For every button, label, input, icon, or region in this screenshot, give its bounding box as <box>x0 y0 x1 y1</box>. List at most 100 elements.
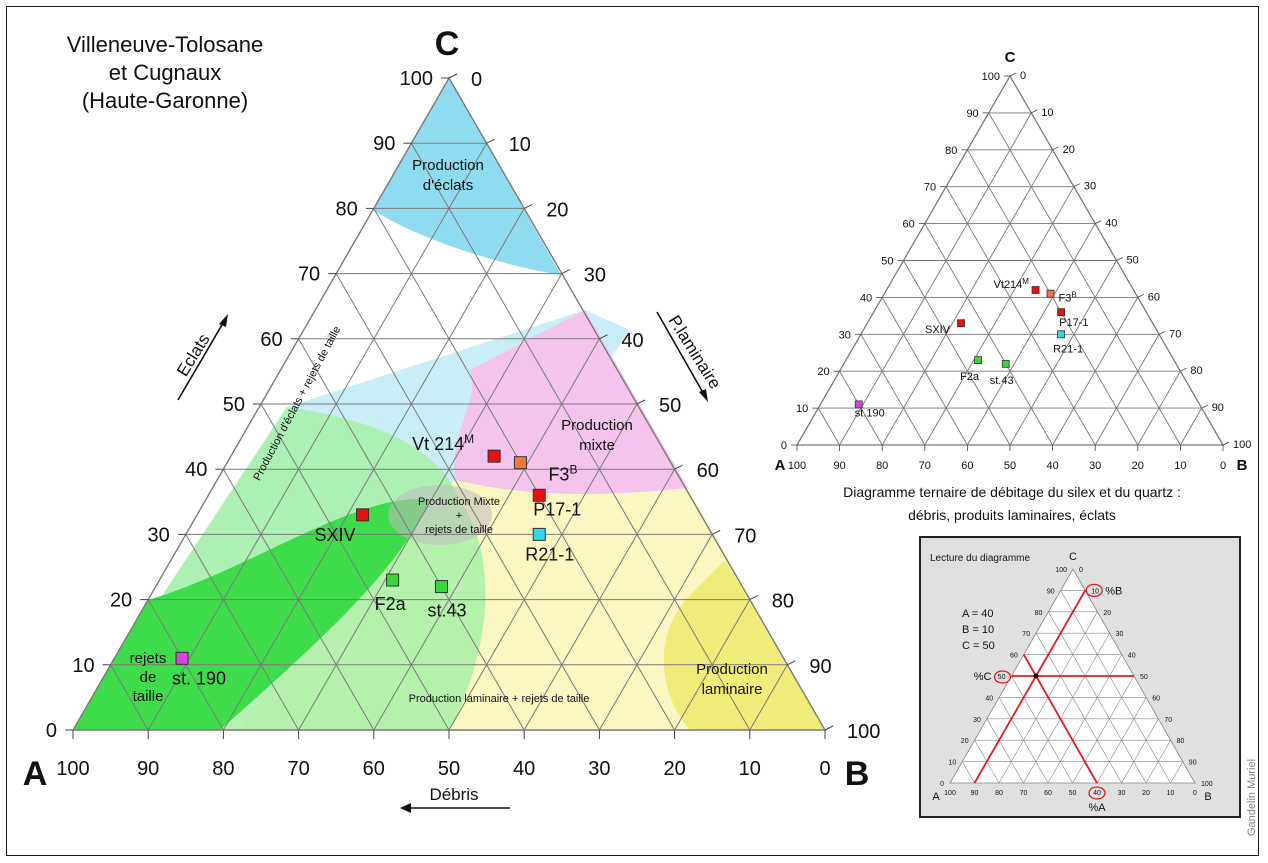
small-tick-right: 70 <box>1169 328 1181 340</box>
small-caption-line: débris, produits laminaires, éclats <box>908 507 1116 523</box>
reading-line-b <box>973 589 1086 784</box>
reading-tick-left: 80 <box>1035 610 1043 617</box>
point-label: Vt 214M <box>412 432 474 454</box>
small-tick-right: 100 <box>1233 439 1251 451</box>
tick-right: 80 <box>772 591 794 613</box>
reading-tick-left: 40 <box>985 695 993 702</box>
small-caption-line: Diagramme ternaire de débitage du silex … <box>843 484 1181 500</box>
reading-pct-a: %A <box>1088 802 1106 814</box>
small-tick-right: 50 <box>1127 255 1139 267</box>
tick-mark <box>636 399 646 405</box>
tick-left: 40 <box>185 459 207 481</box>
small-tick-right: 80 <box>1190 365 1202 377</box>
zone-label-rejets-line: rejets <box>130 650 167 667</box>
zone-mixte-rejets-overlap <box>388 485 492 545</box>
small-tick-right: 60 <box>1148 291 1160 303</box>
zone-label-rejets-line: de <box>140 669 157 686</box>
small-tick-bottom: 90 <box>833 460 845 472</box>
tick-bottom: 80 <box>212 758 234 780</box>
vertex-b: B <box>845 755 870 793</box>
tick-right: 40 <box>621 330 643 352</box>
point-label: F2a <box>375 594 407 614</box>
zone-label-eclats-line: d'éclats <box>423 177 473 194</box>
tick-left: 90 <box>373 133 395 155</box>
arrow-laminaire <box>656 311 707 399</box>
tick-mark <box>448 73 458 79</box>
reading-circle-b <box>1085 583 1103 598</box>
grid-line <box>839 112 1032 446</box>
reading-tick-bottom: 90 <box>971 790 979 797</box>
tick-mark <box>561 269 571 275</box>
tick-left: 80 <box>336 198 358 220</box>
small-tick-left: 90 <box>966 108 978 120</box>
reading-box: 0 0 0 10 10 10 20 20 20 30 30 30 40 40 40 50 50 50 60 60 60 7… <box>919 536 1241 818</box>
point-marker <box>434 580 448 594</box>
tick-left: 0 <box>46 720 57 742</box>
tick-right: 0 <box>471 69 482 91</box>
small-point-label: P17-1 <box>1059 317 1088 329</box>
small-point-marker <box>974 356 982 365</box>
tick-bottom: 10 <box>739 758 761 780</box>
reading-tick-right: 20 <box>1103 610 1111 617</box>
reading-tick-bottom: 40 <box>1093 790 1101 797</box>
zone-label-eclats: Production d'éclats <box>412 157 484 194</box>
small-tick-right: 10 <box>1041 107 1053 119</box>
tick-mark <box>824 725 834 731</box>
point-marker <box>175 651 189 665</box>
point-label: R21-1 <box>525 544 574 564</box>
small-tick-bottom: 40 <box>1046 460 1058 472</box>
reading-vertex-b: B <box>1204 791 1211 803</box>
zone-label-laminaire-rejets: Production laminaire + rejets de taille <box>409 693 590 705</box>
tick-mark <box>1052 146 1059 151</box>
grid-line <box>185 534 300 731</box>
grid-line <box>1023 633 1110 784</box>
reading-tick-bottom: 0 <box>1193 790 1197 797</box>
zone-laminaire <box>663 560 825 730</box>
figure-frame <box>6 6 1259 856</box>
small-tick-bottom: 20 <box>1132 460 1144 472</box>
reading-tick-left: 50 <box>998 674 1006 681</box>
tick-mark <box>674 464 683 470</box>
grid-line <box>881 297 968 446</box>
tick-bottom: 60 <box>363 758 385 780</box>
grid-line <box>986 718 1024 784</box>
zone-label-laminaire-line: laminaire <box>702 681 763 698</box>
grid-line <box>147 599 224 731</box>
small-point-label: st.43 <box>990 375 1014 387</box>
grid-line <box>110 664 149 731</box>
reading-tick-bottom: 100 <box>944 790 956 797</box>
reading-tick-left: 70 <box>1022 631 1030 638</box>
tick-right: 20 <box>546 199 568 221</box>
reading-values-line: C = 50 <box>962 640 995 652</box>
grid-line <box>598 534 713 731</box>
tick-mark <box>486 138 495 144</box>
point-label: P17-1 <box>533 499 581 519</box>
axis-label-laminaire: P.laminaire <box>665 312 725 392</box>
tick-left: 60 <box>260 329 282 351</box>
main-ternary: 0 0 0 10 10 10 20 20 20 30 30 30 40 40 40 50 50 50 60 60 60 7… <box>23 25 880 813</box>
grid-line <box>1011 675 1073 784</box>
tick-right: 30 <box>584 265 606 287</box>
tick-left: 100 <box>400 68 433 90</box>
reading-tick-left: 10 <box>949 760 957 767</box>
small-tick-left: 20 <box>817 366 829 378</box>
diagram-title-line: (Haute-Garonne) <box>82 88 248 113</box>
grid-line <box>1180 407 1203 446</box>
tick-right: 70 <box>734 525 756 547</box>
reading-tick-right: 30 <box>1116 631 1124 638</box>
tick-mark <box>1116 257 1123 261</box>
tick-right: 60 <box>697 460 719 482</box>
reading-circle-a <box>1088 786 1106 800</box>
reading-tick-right: 80 <box>1177 738 1185 745</box>
tick-bottom: 100 <box>56 758 89 780</box>
tick-mark <box>1073 183 1081 188</box>
small-point-marker <box>1057 308 1066 317</box>
small-tick-bottom: 10 <box>1174 460 1186 472</box>
tick-bottom: 90 <box>137 758 159 780</box>
grid-line <box>1170 761 1184 784</box>
vertex-a: A <box>23 755 48 793</box>
tick-mark <box>599 334 608 340</box>
tick-mark <box>711 529 721 535</box>
